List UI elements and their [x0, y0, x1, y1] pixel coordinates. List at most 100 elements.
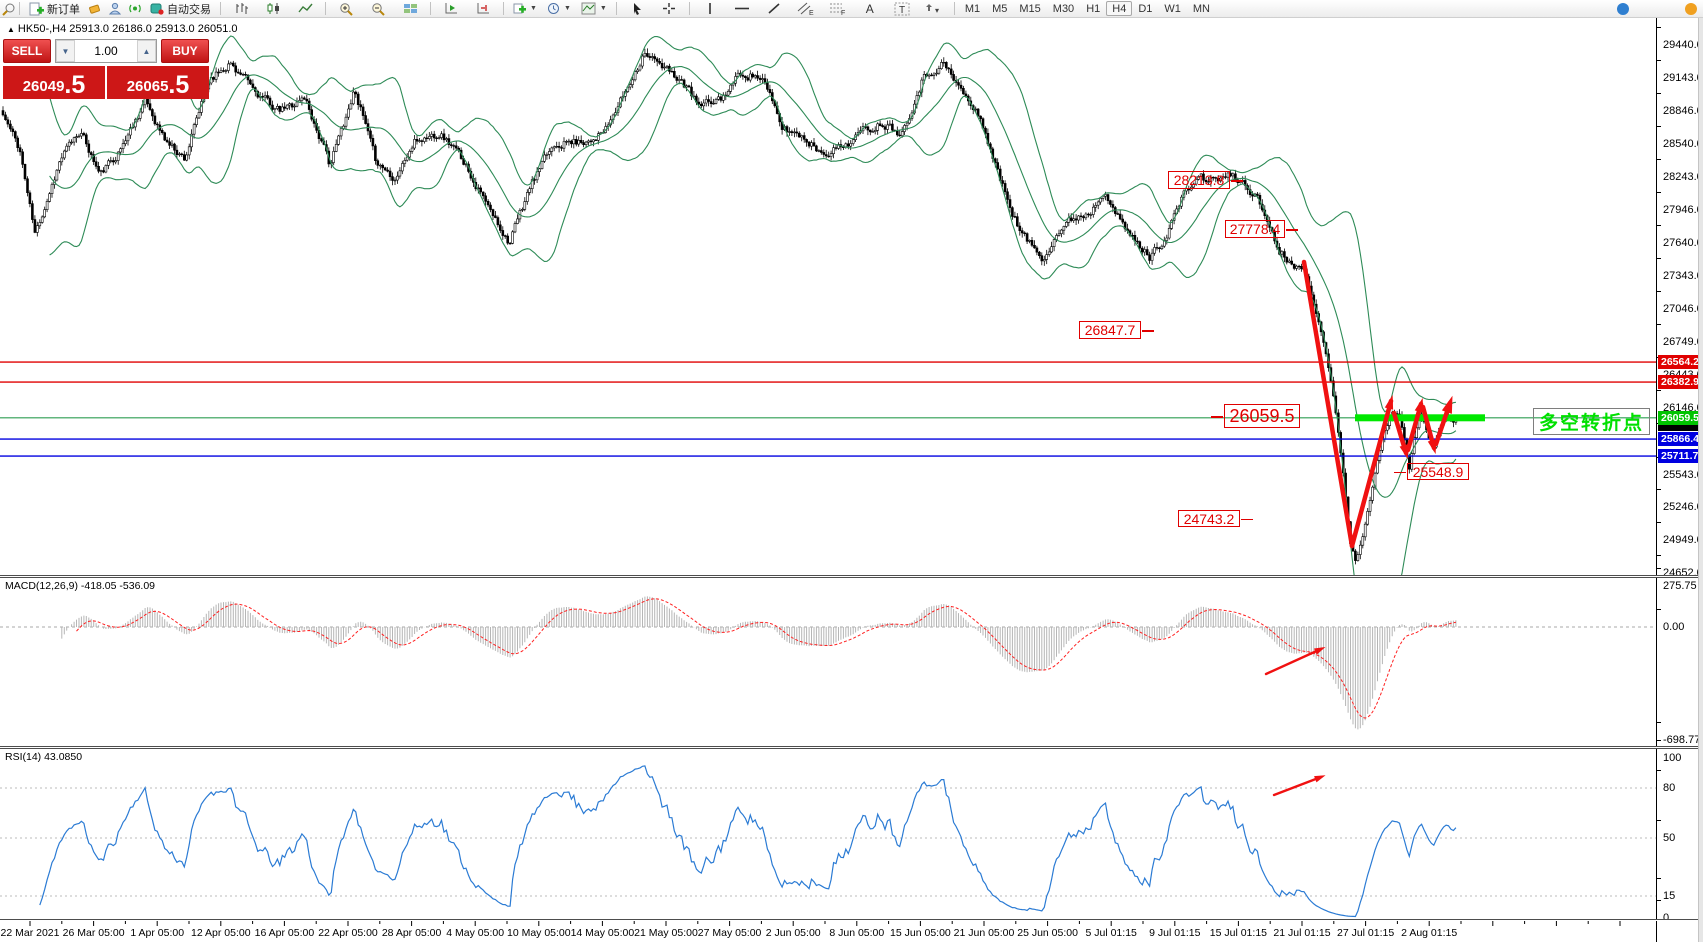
text-icon[interactable]: A	[865, 1, 874, 16]
pane-splitter[interactable]	[0, 575, 1703, 578]
auto-scroll-icon[interactable]	[439, 1, 463, 17]
horizontal-line-icon[interactable]	[730, 1, 754, 17]
periods-button[interactable]: ▼	[542, 1, 576, 17]
chevron-down-icon: ▼	[563, 5, 571, 12]
timeframe-button-w1[interactable]: W1	[1158, 1, 1187, 16]
date-tick-label: 9 Jul 01:15	[1149, 927, 1201, 939]
add-indicator-button[interactable]: ▼	[508, 1, 542, 17]
new-order-icon	[29, 2, 44, 15]
crosshair-icon[interactable]	[657, 1, 681, 17]
date-tick-label: 25 Jun 05:00	[1017, 927, 1078, 939]
tile-windows-icon[interactable]	[398, 1, 422, 17]
symbol-dropdown-icon[interactable]: ▲	[7, 25, 15, 34]
price-annotation[interactable]: 28213.8	[1168, 171, 1230, 189]
axis-tick	[1657, 609, 1661, 610]
axis-tick	[1657, 323, 1661, 325]
pivot-support-bar	[1355, 414, 1485, 422]
pivot-note-text[interactable]: 多空转折点	[1533, 408, 1650, 435]
eraser-icon[interactable]	[85, 1, 105, 17]
rsi-tick-label: 15	[1663, 890, 1676, 902]
zoom-in-icon[interactable]	[334, 1, 358, 17]
price-annotation[interactable]: 26847.7	[1079, 321, 1141, 339]
cursor-icon[interactable]	[625, 1, 649, 17]
axis-tick	[1657, 92, 1661, 94]
bar-chart-icon[interactable]	[229, 1, 253, 17]
candlestick-chart-icon[interactable]	[261, 1, 285, 17]
sell-button[interactable]: SELL	[3, 39, 51, 63]
annotation-dash	[1231, 180, 1243, 182]
trend-arrow	[1264, 647, 1323, 676]
volume-decrease-button[interactable]: ▼	[56, 40, 75, 62]
divider	[220, 2, 221, 15]
rsi-canvas[interactable]	[0, 749, 1703, 919]
timeframe-button-m5[interactable]: M5	[986, 1, 1013, 16]
trend-arrow	[1301, 259, 1355, 549]
line-chart-icon[interactable]	[293, 1, 317, 17]
price-tick-label: 24949.0	[1663, 534, 1703, 547]
autotrading-label: 自动交易	[167, 3, 211, 16]
timeframe-button-m15[interactable]: M15	[1013, 1, 1046, 16]
price-annotation[interactable]: 26059.5	[1224, 404, 1300, 428]
date-tick-label: 15 Jul 01:15	[1209, 927, 1267, 939]
macd-indicator-label: MACD(12,26,9) -418.05 -536.09	[5, 580, 155, 592]
date-tick-label: 21 May 05:00	[634, 927, 698, 939]
axis-tick	[1657, 568, 1661, 569]
timeframe-button-h4[interactable]: H4	[1106, 1, 1133, 16]
date-tick-label: 10 May 05:00	[506, 927, 571, 939]
price-tick-label: 29440.0	[1663, 39, 1703, 51]
price-tick-label: 26749.0	[1663, 335, 1703, 348]
sell-price-display[interactable]: 26049.5	[3, 66, 105, 99]
price-level-tag: 26059.5	[1658, 410, 1703, 425]
zoom-out-icon[interactable]	[366, 1, 390, 17]
pane-splitter[interactable]	[0, 746, 1703, 749]
axis-tick	[1657, 555, 1661, 556]
user-icon[interactable]	[1681, 1, 1701, 17]
date-axis-labels: 22 Mar 2021 26 Mar 05:00 1 Apr 05:00 12 Apr…	[0, 921, 1703, 942]
scrollbar[interactable]	[1698, 18, 1703, 942]
search-icon[interactable]	[1, 1, 15, 17]
templates-button[interactable]: ▼	[576, 1, 612, 17]
profile-icon[interactable]	[105, 1, 125, 17]
timeframe-button-d1[interactable]: D1	[1132, 1, 1158, 16]
text-label-icon[interactable]: T	[890, 1, 914, 17]
trendline-icon[interactable]	[762, 1, 786, 17]
arrows-tool-icon[interactable]: ▾	[922, 1, 946, 17]
price-tick-label: 29143.0	[1663, 71, 1703, 84]
timeframe-button-m1[interactable]: M1	[959, 1, 986, 16]
chart-header: ▲ HK50-,H4 25913.0 26186.0 25913.0 26051.…	[7, 23, 238, 35]
buy-price-frac: .5	[168, 71, 190, 99]
axis-tick	[1657, 258, 1661, 260]
timeframe-button-h1[interactable]: H1	[1080, 1, 1106, 16]
divider	[503, 2, 504, 15]
price-annotation[interactable]: 27778.4	[1225, 220, 1285, 238]
chart-shift-icon[interactable]	[471, 1, 495, 17]
signal-icon[interactable]	[125, 1, 145, 17]
macd-canvas[interactable]	[0, 578, 1703, 746]
fibonacci-icon[interactable]: F	[826, 1, 850, 17]
new-order-button[interactable]: 新订单	[24, 1, 85, 17]
main-chart-canvas[interactable]	[0, 18, 1703, 575]
price-tick-label: 27046.0	[1663, 303, 1703, 315]
notification-icon[interactable]	[1613, 1, 1633, 17]
price-tick-label: 25246.0	[1663, 501, 1703, 514]
timeframe-button-m30[interactable]: M30	[1047, 1, 1080, 16]
axis-tick	[1657, 191, 1661, 193]
buy-price-display[interactable]: 26065.5	[107, 66, 209, 99]
annotation-dash	[1211, 416, 1223, 418]
price-level-tag: 26564.2	[1658, 355, 1703, 370]
autotrading-button[interactable]: 自动交易	[145, 1, 216, 17]
price-tick-label: 28846.0	[1663, 104, 1703, 117]
price-axis: 29440.0 29143.0 28846.0 28540.0 28243.0 27946…	[1656, 18, 1703, 942]
price-annotation[interactable]: 24743.2	[1178, 510, 1240, 527]
vertical-line-icon[interactable]	[698, 1, 722, 17]
axis-tick	[1657, 291, 1661, 292]
axis-tick	[1657, 522, 1661, 524]
volume-input[interactable]	[75, 40, 137, 62]
channel-icon[interactable]: E	[794, 1, 818, 17]
timeframe-button-mn[interactable]: MN	[1187, 1, 1216, 16]
chevron-down-icon: ▼	[530, 5, 537, 12]
price-annotation[interactable]: 25548.9	[1407, 463, 1469, 480]
volume-increase-button[interactable]: ▲	[137, 40, 156, 62]
buy-button[interactable]: BUY	[161, 39, 209, 63]
divider	[19, 2, 20, 15]
